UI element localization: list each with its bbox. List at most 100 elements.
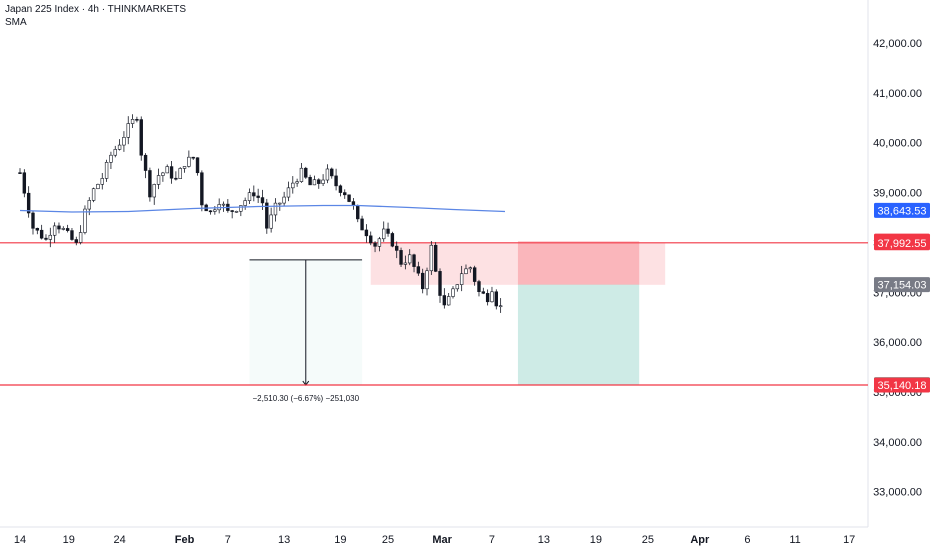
candle xyxy=(91,188,96,201)
candle xyxy=(425,270,429,290)
candle xyxy=(464,268,468,275)
candle xyxy=(35,227,40,231)
candle xyxy=(243,200,247,206)
candle xyxy=(165,166,169,174)
candle xyxy=(256,195,260,198)
candle xyxy=(113,149,117,156)
candle xyxy=(373,242,377,247)
x-tick-label: 6 xyxy=(744,534,750,546)
candle xyxy=(338,185,343,193)
candle xyxy=(395,245,399,251)
candle xyxy=(291,182,295,189)
candle xyxy=(438,271,442,296)
x-tick-label: 13 xyxy=(278,534,290,546)
candle xyxy=(446,296,451,306)
sma-indicator-label[interactable]: SMA xyxy=(5,17,27,28)
x-tick-label: 17 xyxy=(843,534,855,546)
candle xyxy=(308,176,312,186)
candle xyxy=(83,208,87,233)
candle xyxy=(252,192,256,197)
candle xyxy=(468,267,473,270)
candle xyxy=(490,291,494,303)
candle xyxy=(273,202,278,216)
x-tick-label: 14 xyxy=(14,534,26,546)
candle xyxy=(407,254,412,264)
candle xyxy=(386,228,390,234)
candle xyxy=(208,210,213,213)
candle xyxy=(57,225,61,230)
candle xyxy=(282,196,286,204)
supply-zone[interactable] xyxy=(370,242,666,285)
x-tick-label: 7 xyxy=(225,534,231,546)
candle xyxy=(18,172,22,174)
candle xyxy=(416,266,421,274)
candle xyxy=(31,212,35,229)
candle xyxy=(230,210,234,212)
candle xyxy=(498,305,503,308)
candle xyxy=(304,167,308,178)
candle xyxy=(317,179,321,184)
candle xyxy=(122,137,126,146)
candle xyxy=(412,254,416,267)
candle xyxy=(455,284,460,290)
candle xyxy=(104,162,109,179)
candle xyxy=(269,214,273,229)
candle xyxy=(312,179,317,186)
candle xyxy=(459,273,464,285)
candle xyxy=(377,238,382,247)
candle xyxy=(70,230,74,240)
candle xyxy=(191,156,195,159)
candle xyxy=(117,144,122,150)
x-tick-label: 7 xyxy=(489,534,495,546)
candle xyxy=(369,235,373,244)
candle xyxy=(420,272,425,290)
candle xyxy=(169,166,174,179)
candle xyxy=(65,228,70,231)
y-tick-label: 33,000.00 xyxy=(873,487,922,499)
candle xyxy=(187,156,191,167)
candle xyxy=(330,168,334,177)
price-label-bg xyxy=(874,235,930,251)
x-tick-label: 19 xyxy=(590,534,602,546)
candle xyxy=(139,119,143,156)
candle xyxy=(178,168,182,179)
price-label: 38,643.53 xyxy=(878,205,927,217)
candle xyxy=(247,192,252,201)
candle xyxy=(399,250,403,265)
candle xyxy=(239,205,243,212)
candle xyxy=(39,229,44,239)
candle xyxy=(477,281,481,292)
candle xyxy=(451,288,455,297)
target-zone[interactable] xyxy=(517,284,640,385)
candle xyxy=(195,157,200,174)
candle xyxy=(78,232,83,243)
candle xyxy=(364,229,369,237)
sma-line[interactable] xyxy=(19,204,506,213)
y-tick-label: 41,000.00 xyxy=(873,88,922,100)
stop-zone[interactable] xyxy=(517,241,640,285)
x-tick-label: 19 xyxy=(334,534,346,546)
y-tick-label: 40,000.00 xyxy=(873,138,922,150)
candle xyxy=(148,170,152,198)
candle xyxy=(321,179,325,184)
candle xyxy=(429,244,434,272)
candle xyxy=(472,267,477,282)
candle xyxy=(96,183,100,190)
candle xyxy=(221,203,226,206)
candle xyxy=(265,202,269,229)
candle xyxy=(161,172,165,176)
candle xyxy=(126,123,130,138)
price-label-bg xyxy=(874,377,930,393)
candle xyxy=(403,262,408,265)
x-tick-label: 11 xyxy=(789,534,800,546)
x-tick-label: 25 xyxy=(642,534,654,546)
candle xyxy=(135,119,139,121)
candle xyxy=(485,293,490,303)
candle xyxy=(347,194,351,202)
candle xyxy=(433,244,438,272)
y-tick-label: 39,000.00 xyxy=(873,188,922,200)
y-tick-label: 42,000.00 xyxy=(873,38,922,50)
candle xyxy=(87,200,91,210)
measure-label: −2,510.30 (−6.67%) −251,030 xyxy=(253,394,360,403)
